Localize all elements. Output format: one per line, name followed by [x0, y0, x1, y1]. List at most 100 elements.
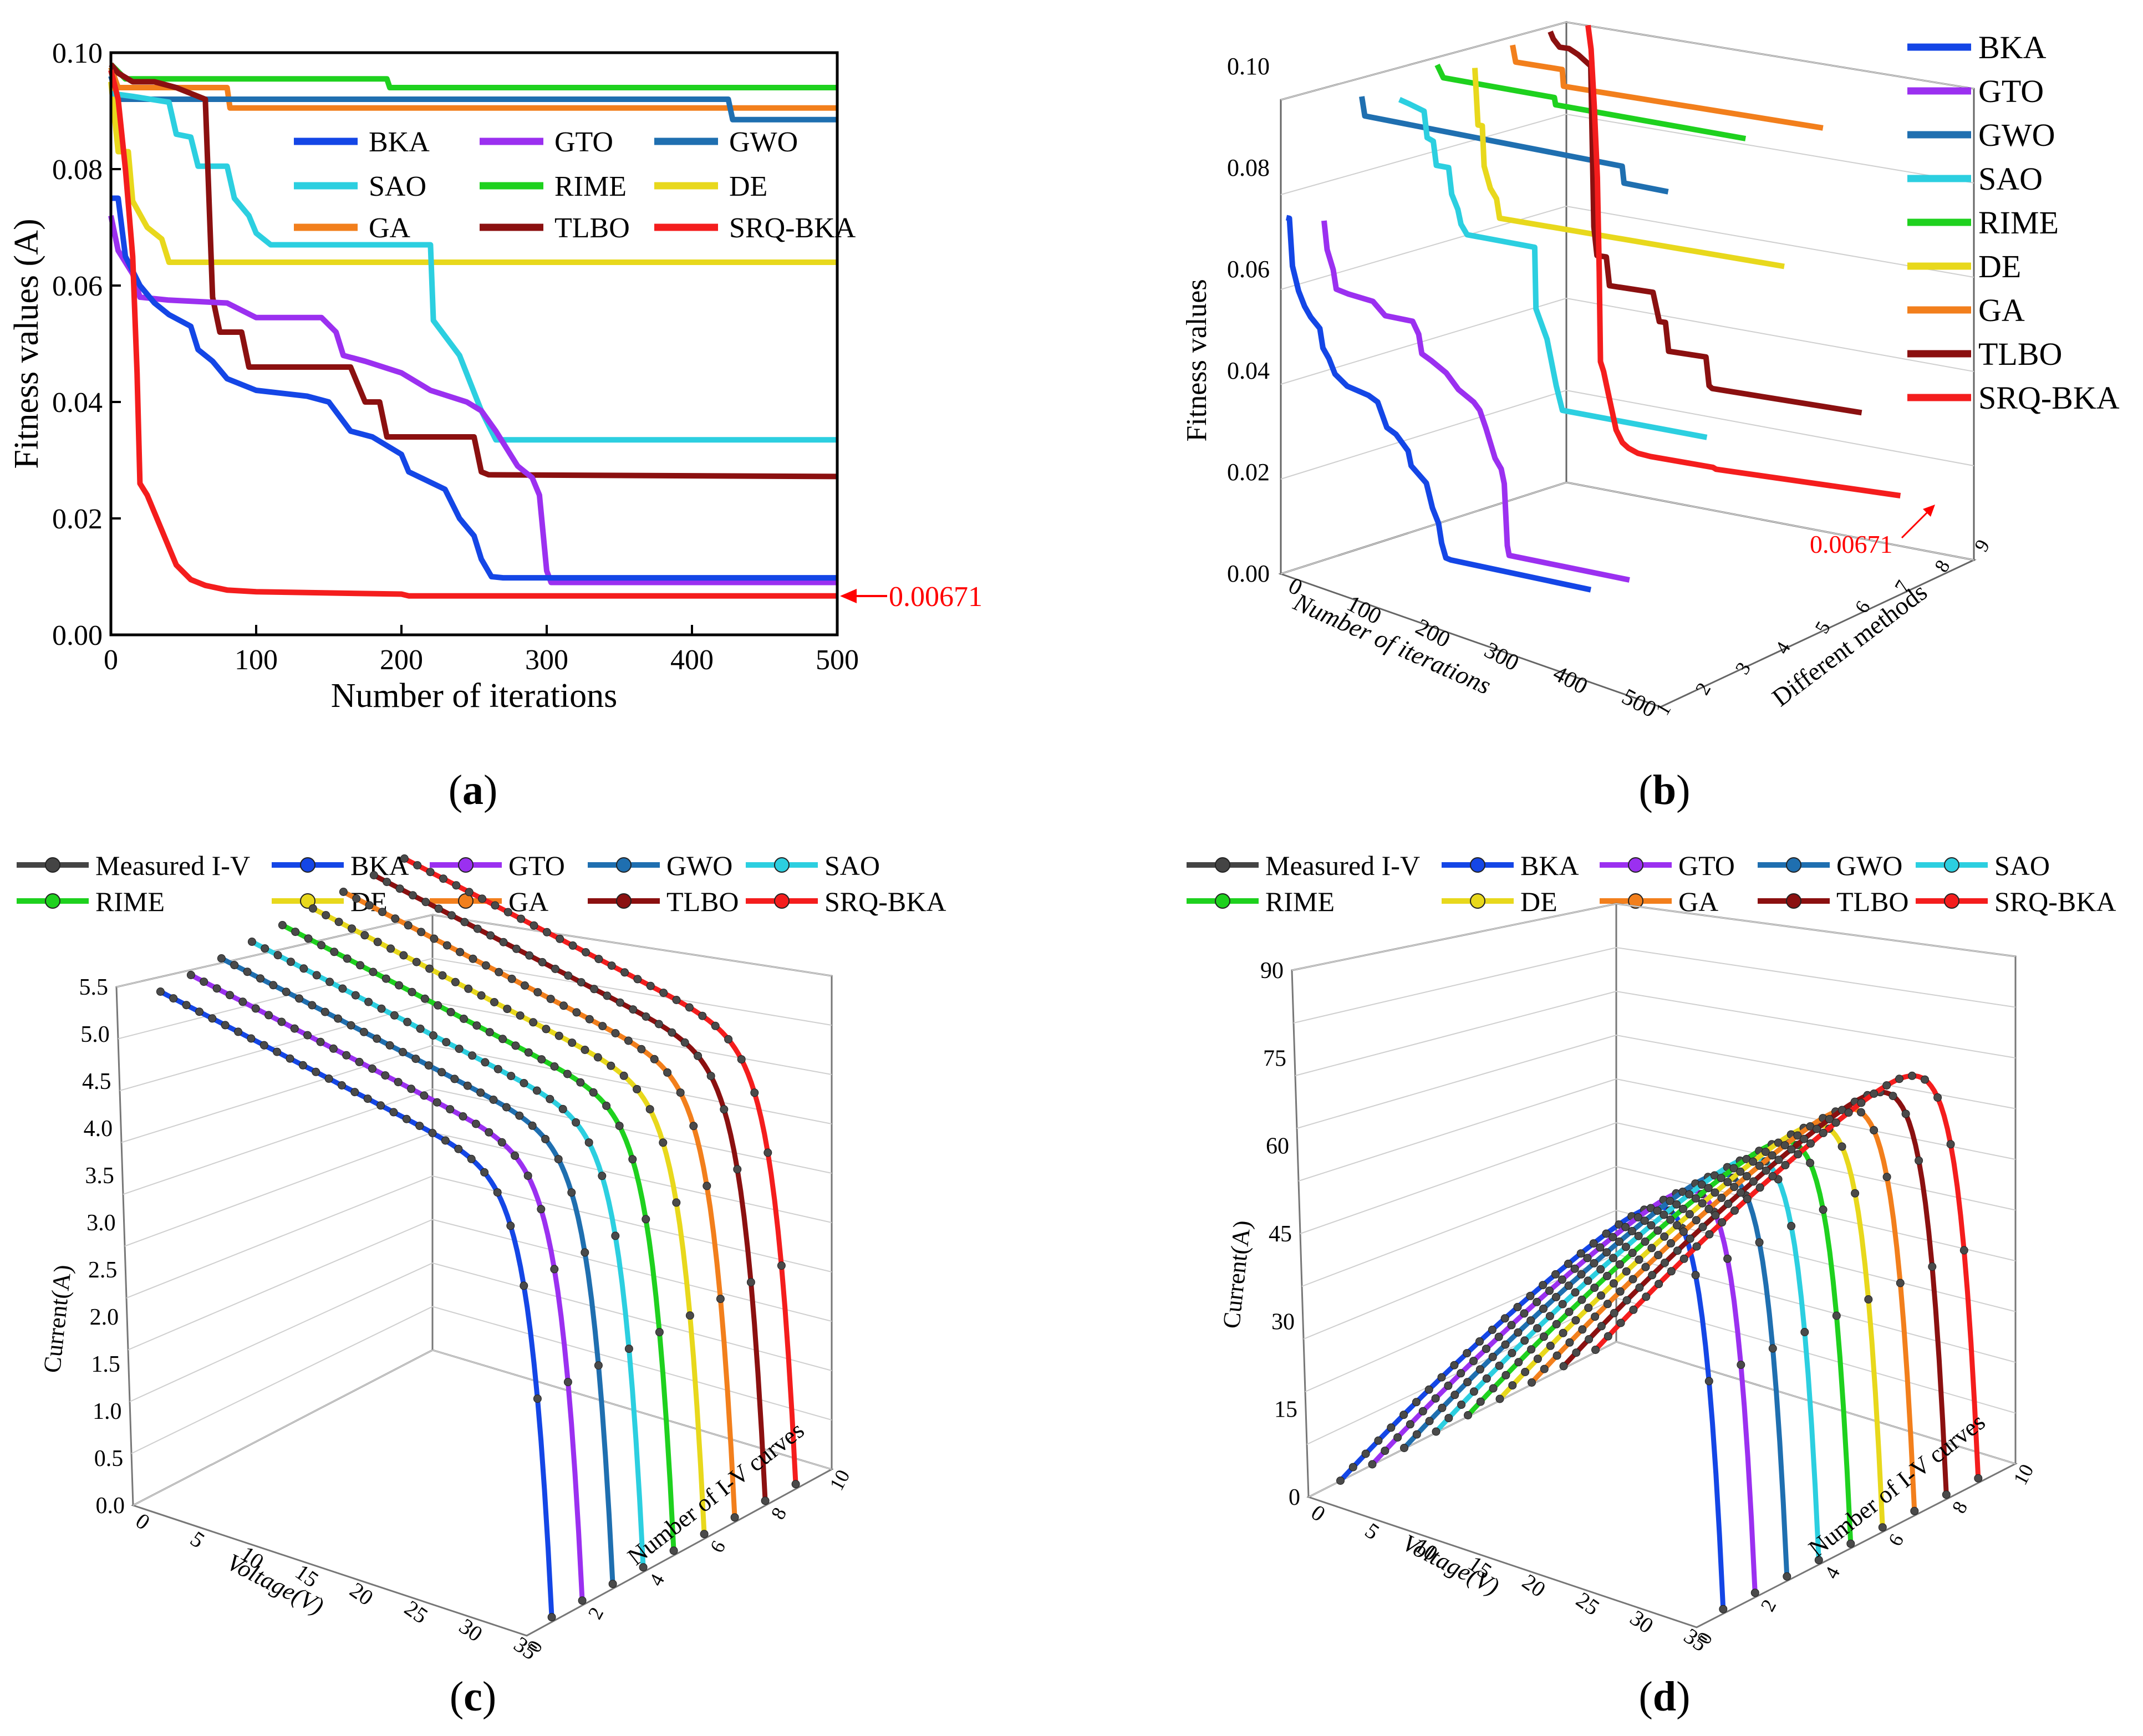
c-measured-marker	[515, 1111, 524, 1120]
c-measured-marker	[480, 1168, 489, 1177]
a-legend-label-de: DE	[729, 171, 767, 202]
c-measured-marker	[724, 1035, 733, 1043]
d-legend: Measured I-V BKA GTO GWO SAO RIME DE GA TLBO SRQ-…	[1187, 850, 2116, 917]
c-measured-marker	[425, 964, 434, 973]
d-measured-marker	[1813, 1124, 1821, 1133]
c-measured-marker	[602, 1101, 611, 1110]
d-measured-marker	[1336, 1477, 1345, 1485]
c-measured-marker	[517, 914, 526, 923]
c-measured-marker	[546, 995, 555, 1004]
c-measured-marker	[317, 941, 325, 950]
c-measured-marker	[733, 1165, 742, 1174]
c-measured-marker	[481, 961, 490, 970]
a-legend-label-gto: GTO	[554, 126, 613, 158]
c-measured-marker	[247, 1034, 256, 1043]
c-measured-marker	[400, 854, 409, 863]
c-measured-marker	[642, 1012, 650, 1021]
c-measured-marker	[450, 1075, 459, 1083]
c-y-tick-label: 0.0	[96, 1493, 125, 1519]
c-legend-label-srq-bka: SRQ-BKA	[824, 886, 946, 917]
c-measured-marker	[230, 961, 239, 970]
c-measured-marker	[694, 1051, 703, 1060]
d-measured-marker	[1400, 1444, 1408, 1452]
c-measured-marker	[434, 1001, 442, 1010]
c-measured-marker	[564, 971, 573, 980]
c-measured-marker	[750, 1088, 759, 1097]
c-measured-marker	[247, 938, 256, 946]
a-legend: BKA GTO GWO SAO RIME DE GA TLBO SRQ-BKA	[294, 126, 856, 244]
c-measured-marker	[668, 1028, 676, 1037]
c-measured-marker	[491, 901, 500, 910]
d-measured-marker	[1724, 1199, 1733, 1208]
b-y-tick-label: 0.00	[1227, 560, 1270, 587]
c-legend-marker-measured-i-v	[45, 857, 60, 873]
c-measured-marker	[572, 1118, 581, 1127]
d-measured-marker	[1814, 1556, 1823, 1565]
a-annotation-text: 0.00671	[889, 581, 983, 613]
a-legend-label-sao: SAO	[369, 171, 426, 202]
d-measured-marker	[1602, 1248, 1611, 1257]
c-measured-marker	[581, 1046, 589, 1054]
c-measured-marker	[221, 1021, 230, 1030]
c-measured-marker	[659, 1138, 668, 1147]
d-measured-marker	[1412, 1398, 1421, 1407]
c-measured-marker	[403, 1017, 412, 1026]
d-measured-marker	[1679, 1204, 1687, 1213]
d-grid-line	[1300, 1122, 1617, 1234]
c-z-tick-label: 4	[645, 1570, 669, 1590]
c-measured-marker	[256, 974, 264, 983]
d-x-tick-label: 5	[1361, 1518, 1384, 1544]
b-grid-line	[1566, 482, 1974, 561]
c-measured-marker	[287, 958, 295, 966]
c-measured-marker	[672, 1198, 681, 1207]
a-legend-label-rime: RIME	[554, 171, 627, 202]
c-measured-marker	[506, 1221, 515, 1230]
d-panel-letter: d	[1653, 1673, 1676, 1720]
d-measured-marker	[1578, 1325, 1587, 1334]
c-measured-marker	[486, 931, 495, 940]
d-measured-marker	[1655, 1280, 1663, 1289]
b-series-line-srq-bka	[1585, 24, 1901, 498]
d-measured-marker	[1974, 1474, 1983, 1483]
c-measured-marker	[234, 1027, 243, 1036]
d-measured-marker	[1494, 1332, 1503, 1341]
d-measured-marker	[1857, 1098, 1866, 1107]
a-legend-label-gwo: GWO	[729, 126, 798, 158]
c-measured-marker	[391, 914, 400, 923]
a-y-tick-label: 0.00	[52, 620, 103, 651]
d-measured-marker	[1698, 1223, 1707, 1231]
b-grid-line	[1280, 22, 1567, 100]
c-measured-marker	[208, 1014, 217, 1023]
d-measured-marker	[1768, 1172, 1777, 1180]
d-y-tick-label: 75	[1263, 1046, 1286, 1071]
d-measured-marker	[1908, 1071, 1916, 1080]
c-y-tick-label: 5.0	[80, 1022, 110, 1047]
d-measured-marker	[1685, 1210, 1694, 1219]
d-measured-marker	[1406, 1420, 1414, 1429]
d-grid-line	[1616, 947, 2016, 1008]
c-measured-marker	[507, 1072, 516, 1081]
a-series-line-gwo	[108, 75, 837, 123]
c-measured-marker	[269, 981, 278, 990]
d-y-tick-label: 30	[1271, 1309, 1295, 1335]
d-measured-marker	[1946, 1140, 1955, 1149]
c-measured-marker	[377, 1004, 386, 1013]
c-measured-marker	[390, 1011, 399, 1020]
c-measured-marker	[476, 1088, 485, 1097]
d-measured-marker	[1526, 1291, 1535, 1300]
d-measured-marker	[1692, 1242, 1701, 1251]
c-measured-marker	[404, 921, 413, 930]
a-x-ticks: 0 100 200 300 400 500	[104, 625, 859, 676]
b-grid-line	[1280, 482, 1567, 574]
c-x-tick-label: 20	[345, 1577, 378, 1611]
b-annotation: 0.00671	[1810, 505, 1935, 558]
c-measured-marker	[568, 941, 577, 950]
c-measured-marker	[304, 934, 313, 943]
d-measured-marker	[1621, 1223, 1630, 1231]
d-measured-marker	[1697, 1180, 1706, 1189]
c-measured-marker	[446, 1007, 455, 1016]
c-measured-marker	[412, 958, 421, 966]
d-measured-marker	[1723, 1254, 1732, 1263]
d-measured-marker	[1514, 1358, 1523, 1367]
c-measured-marker	[594, 955, 603, 964]
